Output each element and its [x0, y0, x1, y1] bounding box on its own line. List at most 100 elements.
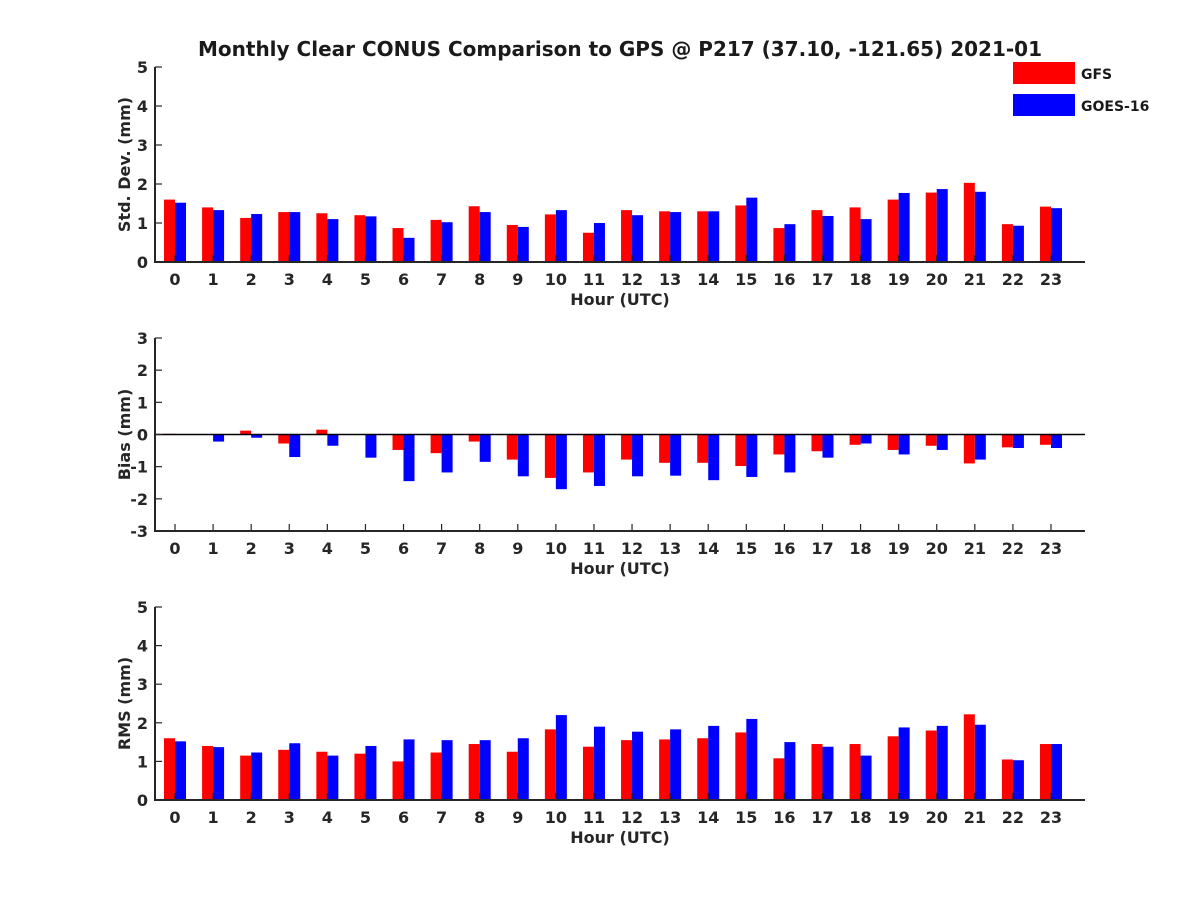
x-tick-label-rms-6: 6	[398, 808, 409, 827]
x-tick-label-bias-17: 17	[811, 539, 833, 558]
x-tick-label-bias-21: 21	[964, 539, 986, 558]
bar-rms-gfs-13	[659, 739, 671, 800]
bar-std-dev-gfs-20	[925, 192, 937, 262]
bar-rms-goes16-9	[517, 738, 529, 800]
bar-rms-gfs-8	[468, 744, 480, 800]
bar-rms-gfs-16	[773, 758, 785, 800]
x-tick-label-std-dev-1: 1	[208, 270, 219, 289]
bar-bias-gfs-3	[278, 434, 290, 444]
x-tick-label-std-dev-12: 12	[621, 270, 643, 289]
x-tick-label-std-dev-21: 21	[964, 270, 986, 289]
bar-rms-gfs-11	[582, 746, 594, 800]
bar-rms-goes16-17	[822, 746, 834, 800]
bar-rms-goes16-19	[898, 727, 910, 800]
bar-rms-gfs-7	[430, 752, 442, 800]
x-tick-label-std-dev-13: 13	[659, 270, 681, 289]
bar-rms-goes16-0	[175, 741, 186, 800]
bar-rms-goes16-13	[670, 729, 682, 800]
bar-std-dev-gfs-17	[811, 210, 823, 262]
bar-std-dev-goes16-11	[593, 223, 605, 262]
x-tick-label-rms-9: 9	[512, 808, 523, 827]
x-tick-label-rms-10: 10	[545, 808, 567, 827]
bar-std-dev-goes16-15	[746, 197, 758, 262]
bar-rms-goes16-4	[327, 755, 339, 800]
x-tick-label-rms-18: 18	[849, 808, 871, 827]
bar-bias-goes16-13	[670, 434, 682, 476]
x-tick-label-std-dev-7: 7	[436, 270, 447, 289]
bar-rms-gfs-18	[849, 744, 861, 800]
y-tick-label-rms-1: 1	[137, 752, 148, 771]
bar-bias-goes16-2	[251, 434, 263, 438]
x-tick-label-rms-17: 17	[811, 808, 833, 827]
bar-std-dev-gfs-4	[316, 213, 328, 262]
bar-rms-gfs-17	[811, 744, 823, 800]
bar-std-dev-goes16-3	[289, 212, 301, 262]
bar-rms-gfs-21	[963, 714, 975, 800]
x-tick-label-std-dev-19: 19	[888, 270, 910, 289]
bar-bias-goes16-19	[898, 434, 910, 455]
y-tick-label-std-dev-1: 1	[137, 214, 148, 233]
bar-rms-gfs-20	[925, 730, 937, 800]
bar-rms-gfs-19	[887, 736, 899, 800]
bar-std-dev-goes16-6	[403, 237, 415, 262]
x-tick-label-rms-19: 19	[888, 808, 910, 827]
bar-std-dev-gfs-23	[1040, 206, 1051, 262]
legend-swatch-goes16	[1013, 94, 1075, 116]
x-tick-label-bias-19: 19	[888, 539, 910, 558]
bar-bias-gfs-9	[506, 434, 518, 460]
bar-bias-gfs-15	[735, 434, 747, 467]
bar-std-dev-gfs-15	[735, 205, 747, 262]
bar-bias-goes16-1	[213, 434, 225, 442]
bar-std-dev-goes16-21	[974, 191, 986, 262]
bar-bias-gfs-11	[582, 434, 594, 473]
bar-rms-gfs-10	[544, 729, 556, 800]
x-tick-label-rms-13: 13	[659, 808, 681, 827]
x-tick-label-bias-6: 6	[398, 539, 409, 558]
bar-bias-goes16-9	[517, 434, 529, 477]
x-tick-label-rms-1: 1	[208, 808, 219, 827]
y-tick-label-std-dev-5: 5	[137, 58, 148, 77]
bar-std-dev-goes16-23	[1051, 208, 1062, 262]
bar-std-dev-gfs-9	[506, 224, 518, 262]
x-tick-label-std-dev-6: 6	[398, 270, 409, 289]
bar-std-dev-goes16-19	[898, 192, 910, 262]
y-tick-label-rms-0: 0	[137, 791, 148, 810]
y-tick-label-bias--2: -2	[130, 490, 148, 509]
bar-rms-goes16-7	[441, 740, 453, 800]
bar-bias-goes16-12	[632, 434, 644, 477]
bar-rms-goes16-14	[708, 725, 720, 800]
legend: GFS GOES-16	[1013, 62, 1149, 116]
x-tick-label-bias-2: 2	[246, 539, 257, 558]
x-tick-label-std-dev-22: 22	[1002, 270, 1024, 289]
y-tick-label-std-dev-2: 2	[137, 175, 148, 194]
bar-std-dev-gfs-2	[240, 217, 252, 262]
x-tick-label-std-dev-20: 20	[926, 270, 948, 289]
bar-rms-gfs-23	[1040, 744, 1051, 800]
x-tick-label-std-dev-23: 23	[1040, 270, 1062, 289]
x-tick-label-bias-8: 8	[474, 539, 485, 558]
bar-rms-goes16-18	[860, 755, 872, 800]
x-tick-label-rms-2: 2	[246, 808, 257, 827]
bar-bias-goes16-11	[593, 434, 605, 486]
x-tick-label-std-dev-5: 5	[360, 270, 371, 289]
y-tick-label-bias--3: -3	[130, 522, 148, 541]
bar-bias-goes16-7	[441, 434, 453, 473]
bar-bias-goes16-16	[784, 434, 796, 473]
x-tick-label-std-dev-0: 0	[169, 270, 180, 289]
bar-rms-gfs-6	[392, 761, 404, 800]
y-tick-label-bias-2: 2	[137, 361, 148, 380]
x-tick-label-rms-12: 12	[621, 808, 643, 827]
bar-bias-gfs-6	[392, 434, 404, 450]
bar-std-dev-gfs-12	[621, 210, 633, 262]
x-tick-label-std-dev-16: 16	[773, 270, 795, 289]
bar-bias-gfs-18	[849, 434, 861, 445]
y-tick-label-bias-0: 0	[137, 426, 148, 445]
bar-std-dev-goes16-2	[251, 214, 263, 262]
x-tick-label-std-dev-8: 8	[474, 270, 485, 289]
bar-rms-goes16-15	[746, 718, 758, 800]
bar-bias-gfs-8	[468, 434, 480, 442]
bar-bias-gfs-20	[925, 434, 937, 446]
